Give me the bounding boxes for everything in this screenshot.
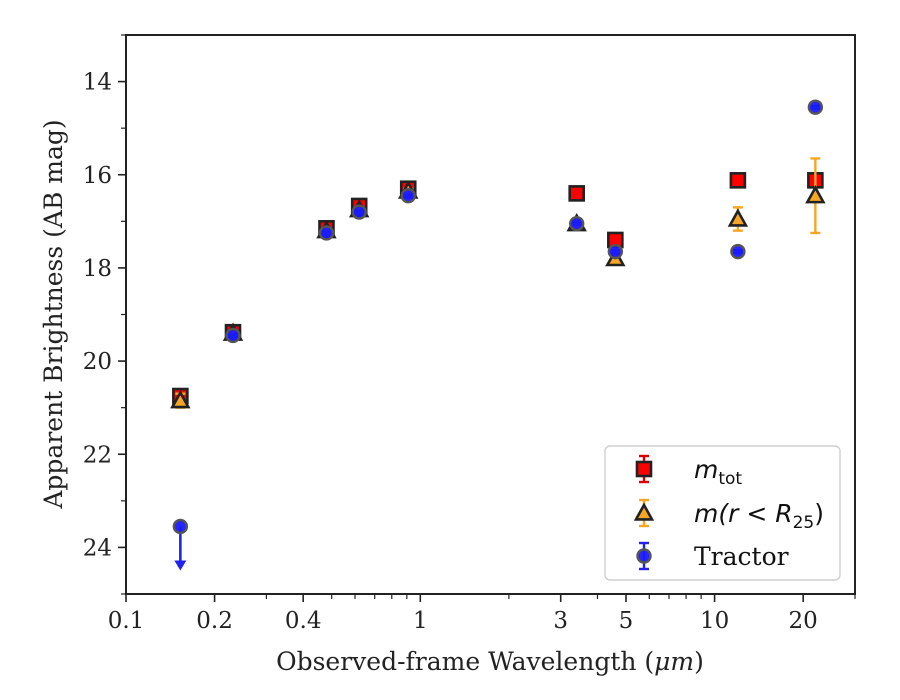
legend-label-0: mtot [694,455,742,489]
series-2-point [318,225,335,241]
series-2-point [225,327,241,344]
series-1-point [170,390,191,409]
y-tick-label: 14 [83,70,112,96]
upper-limit-arrow-head [174,560,187,571]
legend-marker-2 [636,548,652,564]
y-axis-label: Apparent Brightness (AB mag) [39,119,68,509]
series-2-point [807,99,824,115]
legend-marker-1 [633,502,655,521]
series-2-point [730,243,746,260]
axes: 0.1 0.2 0.4 1 3 5 10 20 14 16 18 20 22 24 [83,34,856,634]
series-1-point [727,208,749,227]
series-2-point [172,518,189,535]
legend-label-1: m(r < R25) [694,499,824,533]
series-2 [172,99,824,571]
series-1-point [805,185,826,204]
legend-box [604,445,841,581]
y-tick-label: 20 [83,349,112,375]
x-axis-label: Observed-frame Wavelength (μm) [276,647,704,676]
legend-label-2: Tractor [694,542,789,571]
legend-marker-0 [635,460,653,478]
legend: mtot m(r < R25) Tractor [604,445,841,581]
x-tick-label: 0.4 [285,608,322,634]
y-tick-label: 22 [83,442,112,468]
x-tick-label: 5 [619,608,634,634]
series-2-point [569,215,585,232]
series-0-point [729,172,747,189]
data-markers [170,99,826,571]
x-tick-label: 20 [789,608,818,634]
series-2-point [351,204,367,220]
series-2-point [607,243,624,260]
series-2-point [400,188,416,204]
y-tick-label: 24 [83,535,112,561]
y-tick-label: 18 [83,256,112,282]
x-tick-label: 3 [553,608,568,634]
y-tick-label: 16 [83,163,112,189]
x-tick-label: 1 [413,608,428,634]
series-0-point [568,185,586,202]
x-tick-label: 0.1 [108,608,145,634]
x-tick-label: 0.2 [196,608,233,634]
x-tick-label: 10 [700,608,729,634]
